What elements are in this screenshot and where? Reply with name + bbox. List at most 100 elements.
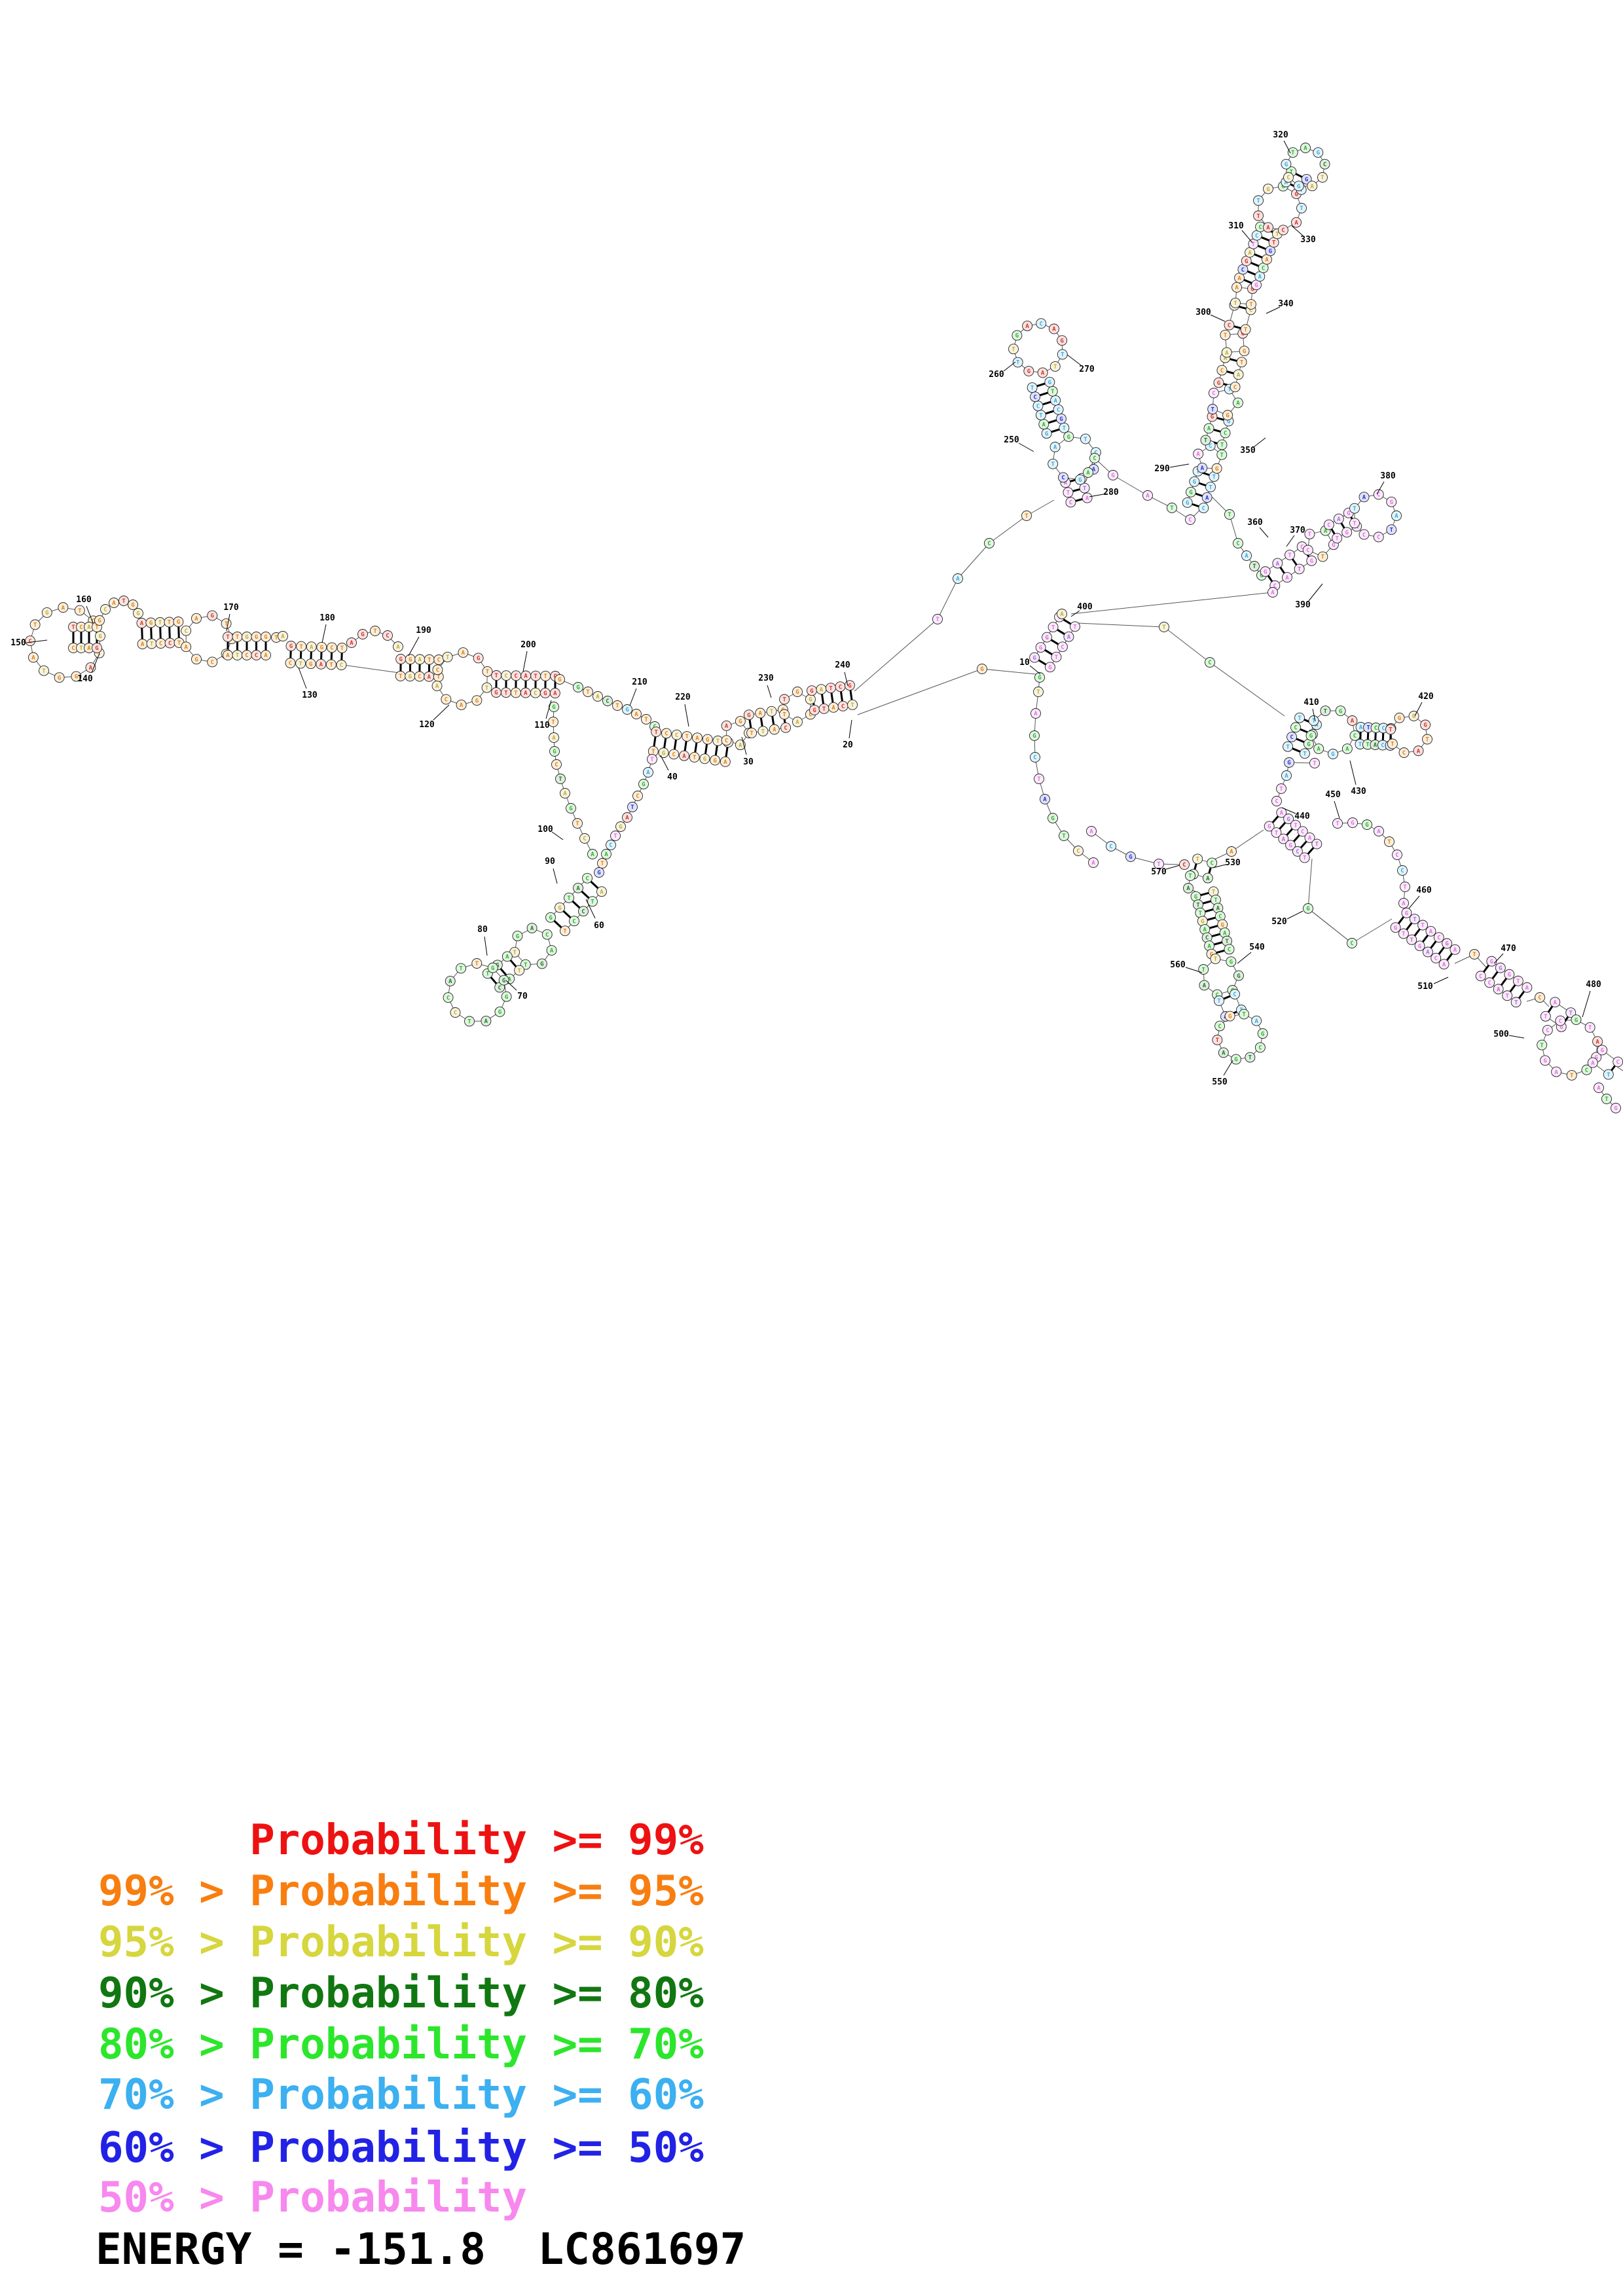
nucleotide-bead: [1484, 977, 1495, 988]
nucleotide-letter: C: [71, 645, 75, 652]
nucleotide-bead: [1311, 838, 1322, 850]
nucleotide-bead: [1290, 722, 1301, 733]
nucleotide-letter: A: [1294, 220, 1298, 226]
nucleotide-letter: C: [289, 660, 292, 667]
nucleotide-letter: G: [1221, 922, 1224, 929]
nucleotide-bead: [1218, 1047, 1229, 1058]
nucleotide-letter: G: [552, 704, 555, 711]
nucleotide-bead: [445, 976, 456, 986]
nucleotide-bead: [393, 641, 403, 652]
nucleotide-bead: [1182, 497, 1193, 508]
nucleotide-bead: [1400, 882, 1410, 892]
nucleotide-letter: T: [1514, 999, 1518, 1006]
nucleotide-bead: [1303, 903, 1313, 914]
label-leader-line: [1089, 493, 1104, 497]
nucleotide-letter: G: [1215, 466, 1218, 473]
position-label-440: 440: [1294, 812, 1310, 821]
nucleotide-letter: T: [1162, 624, 1166, 631]
nucleotide-bead: [71, 671, 82, 682]
nucleotide-letter: T: [1170, 505, 1174, 512]
nucleotide-bead: [382, 630, 393, 641]
label-leader-line: [660, 755, 669, 771]
nucleotide-bead: [682, 731, 693, 742]
nucleotide-bead: [1049, 323, 1059, 334]
nucleotide-bead: [1332, 818, 1343, 829]
nucleotide-letter: A: [600, 889, 604, 895]
nucleotide-letter: T: [1051, 389, 1055, 395]
label-leader-line: [91, 653, 100, 673]
nucleotide-bead: [1601, 1094, 1612, 1104]
nucleotide-letter: T: [586, 689, 590, 696]
nucleotide-bead: [1414, 941, 1425, 952]
nucleotide-bead: [1401, 907, 1412, 918]
nucleotide-letter: A: [956, 576, 960, 583]
nucleotide-letter: G: [399, 656, 403, 663]
nucleotide-letter: G: [1250, 286, 1254, 293]
nucleotide-letter: A: [226, 653, 230, 659]
nucleotide-bead: [1263, 222, 1273, 233]
nucleotide-letter: A: [112, 600, 116, 607]
nucleotide-letter: C: [987, 541, 991, 547]
backbone-line: [1307, 858, 1313, 909]
nucleotide-bead: [627, 802, 638, 812]
nucleotide-bead: [596, 886, 607, 897]
nucleotide-letter: T: [1073, 624, 1077, 631]
nucleotide-bead: [1192, 853, 1203, 865]
nucleotide-letter: C: [1208, 660, 1211, 666]
nucleotide-letter: G: [45, 610, 48, 617]
nucleotide-letter: T: [1240, 360, 1244, 367]
nucleotide-letter: C: [572, 918, 575, 925]
nucleotide-bead: [1230, 382, 1241, 393]
nucleotide-bead: [702, 734, 713, 745]
nucleotide-letter: T: [1061, 352, 1065, 359]
nucleotide-letter: T: [1233, 300, 1237, 307]
nucleotide-letter: C: [79, 624, 82, 631]
nucleotide-letter: G: [1317, 150, 1320, 156]
nucleotide-bead: [1236, 357, 1247, 368]
nucleotide-letter: A: [646, 770, 650, 776]
nucleotide-letter: T: [1290, 169, 1294, 175]
nucleotide-bead: [1233, 538, 1243, 548]
label-leader-line: [484, 936, 488, 956]
nucleotide-letter: G: [1226, 413, 1229, 420]
nucleotide-letter: C: [1275, 798, 1278, 805]
nucleotide-letter: A: [184, 645, 188, 651]
nucleotide-letter: G: [1027, 368, 1030, 375]
nucleotide-bead: [1254, 1042, 1266, 1053]
nucleotide-letter: G: [1331, 751, 1334, 758]
nucleotide-letter: T: [1201, 967, 1205, 973]
nucleotide-letter: T: [1303, 751, 1307, 758]
nucleotide-letter: A: [1043, 797, 1047, 803]
nucleotide-letter: A: [396, 644, 400, 651]
nucleotide-letter: G: [1310, 558, 1313, 565]
nucleotide-letter: G: [812, 708, 816, 714]
nucleotide-letter: A: [1554, 999, 1558, 1006]
nucleotide-bead: [1034, 774, 1044, 784]
nucleotide-letter: T: [524, 962, 528, 969]
nucleotide-bead: [1323, 519, 1334, 530]
nucleotide-letter: A: [1224, 355, 1228, 362]
nucleotide-letter: T: [1308, 531, 1312, 538]
nucleotide-bead: [482, 666, 493, 677]
nucleotide-letter: C: [1249, 308, 1252, 314]
nucleotide-bead: [1088, 857, 1099, 868]
position-label-400: 400: [1077, 602, 1093, 612]
position-label-210: 210: [632, 677, 647, 687]
nucleotide-bead: [1185, 870, 1195, 881]
nucleotide-bead: [1253, 210, 1264, 221]
nucleotide-bead: [1233, 970, 1244, 981]
nucleotide-bead: [1313, 147, 1324, 158]
nucleotide-bead: [74, 605, 85, 616]
nucleotide-bead: [1249, 561, 1260, 571]
nucleotide-bead: [94, 615, 105, 626]
nucleotide-bead: [1224, 319, 1235, 331]
nucleotide-letter: T: [1324, 708, 1328, 715]
label-leader-line: [1029, 665, 1041, 675]
nucleotide-letter: T: [567, 895, 571, 902]
label-leader-line: [1237, 952, 1252, 964]
position-label-240: 240: [835, 660, 850, 670]
nucleotide-letter: C: [1033, 755, 1036, 761]
nucleotide-letter: G: [1286, 816, 1290, 823]
nucleotide-letter: T: [1335, 535, 1339, 542]
nucleotide-letter: C: [606, 698, 609, 705]
